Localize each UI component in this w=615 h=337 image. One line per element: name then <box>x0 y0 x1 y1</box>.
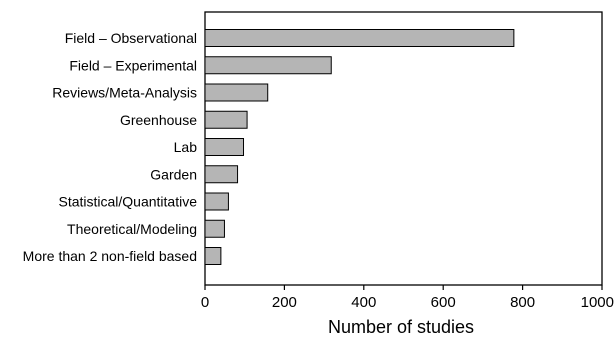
category-label: Greenhouse <box>120 112 197 128</box>
x-axis-title: Number of studies <box>328 317 474 337</box>
x-tick-label: 200 <box>272 294 297 311</box>
x-tick-label: 800 <box>510 294 535 311</box>
category-label: Field – Observational <box>65 30 197 46</box>
bar <box>204 192 229 211</box>
bar <box>204 247 222 265</box>
x-tick-label: 1000 <box>581 294 614 311</box>
bar <box>204 29 515 47</box>
category-label: Field – Experimental <box>69 57 197 73</box>
category-label: Theoretical/Modeling <box>67 221 197 237</box>
bar <box>204 219 225 238</box>
x-tick-label: 600 <box>431 294 456 311</box>
x-tick-label: 0 <box>201 294 209 311</box>
category-label: More than 2 non-field based <box>23 248 197 264</box>
bar <box>204 165 239 184</box>
category-label: Garden <box>150 166 197 182</box>
category-labels: Field – Observational Field – Experimenta… <box>23 30 198 264</box>
x-tick-label: 400 <box>351 294 376 311</box>
x-axis-ticks: 0 200 400 600 800 1000 <box>201 285 614 311</box>
category-label: Lab <box>174 139 198 155</box>
bars <box>204 29 515 265</box>
category-label: Statistical/Quantitative <box>58 194 197 210</box>
category-label: Reviews/Meta-Analysis <box>52 85 197 101</box>
bar <box>204 138 245 156</box>
bar <box>204 110 248 129</box>
plot-frame <box>204 11 603 286</box>
bar <box>204 83 269 102</box>
bar <box>204 56 332 75</box>
